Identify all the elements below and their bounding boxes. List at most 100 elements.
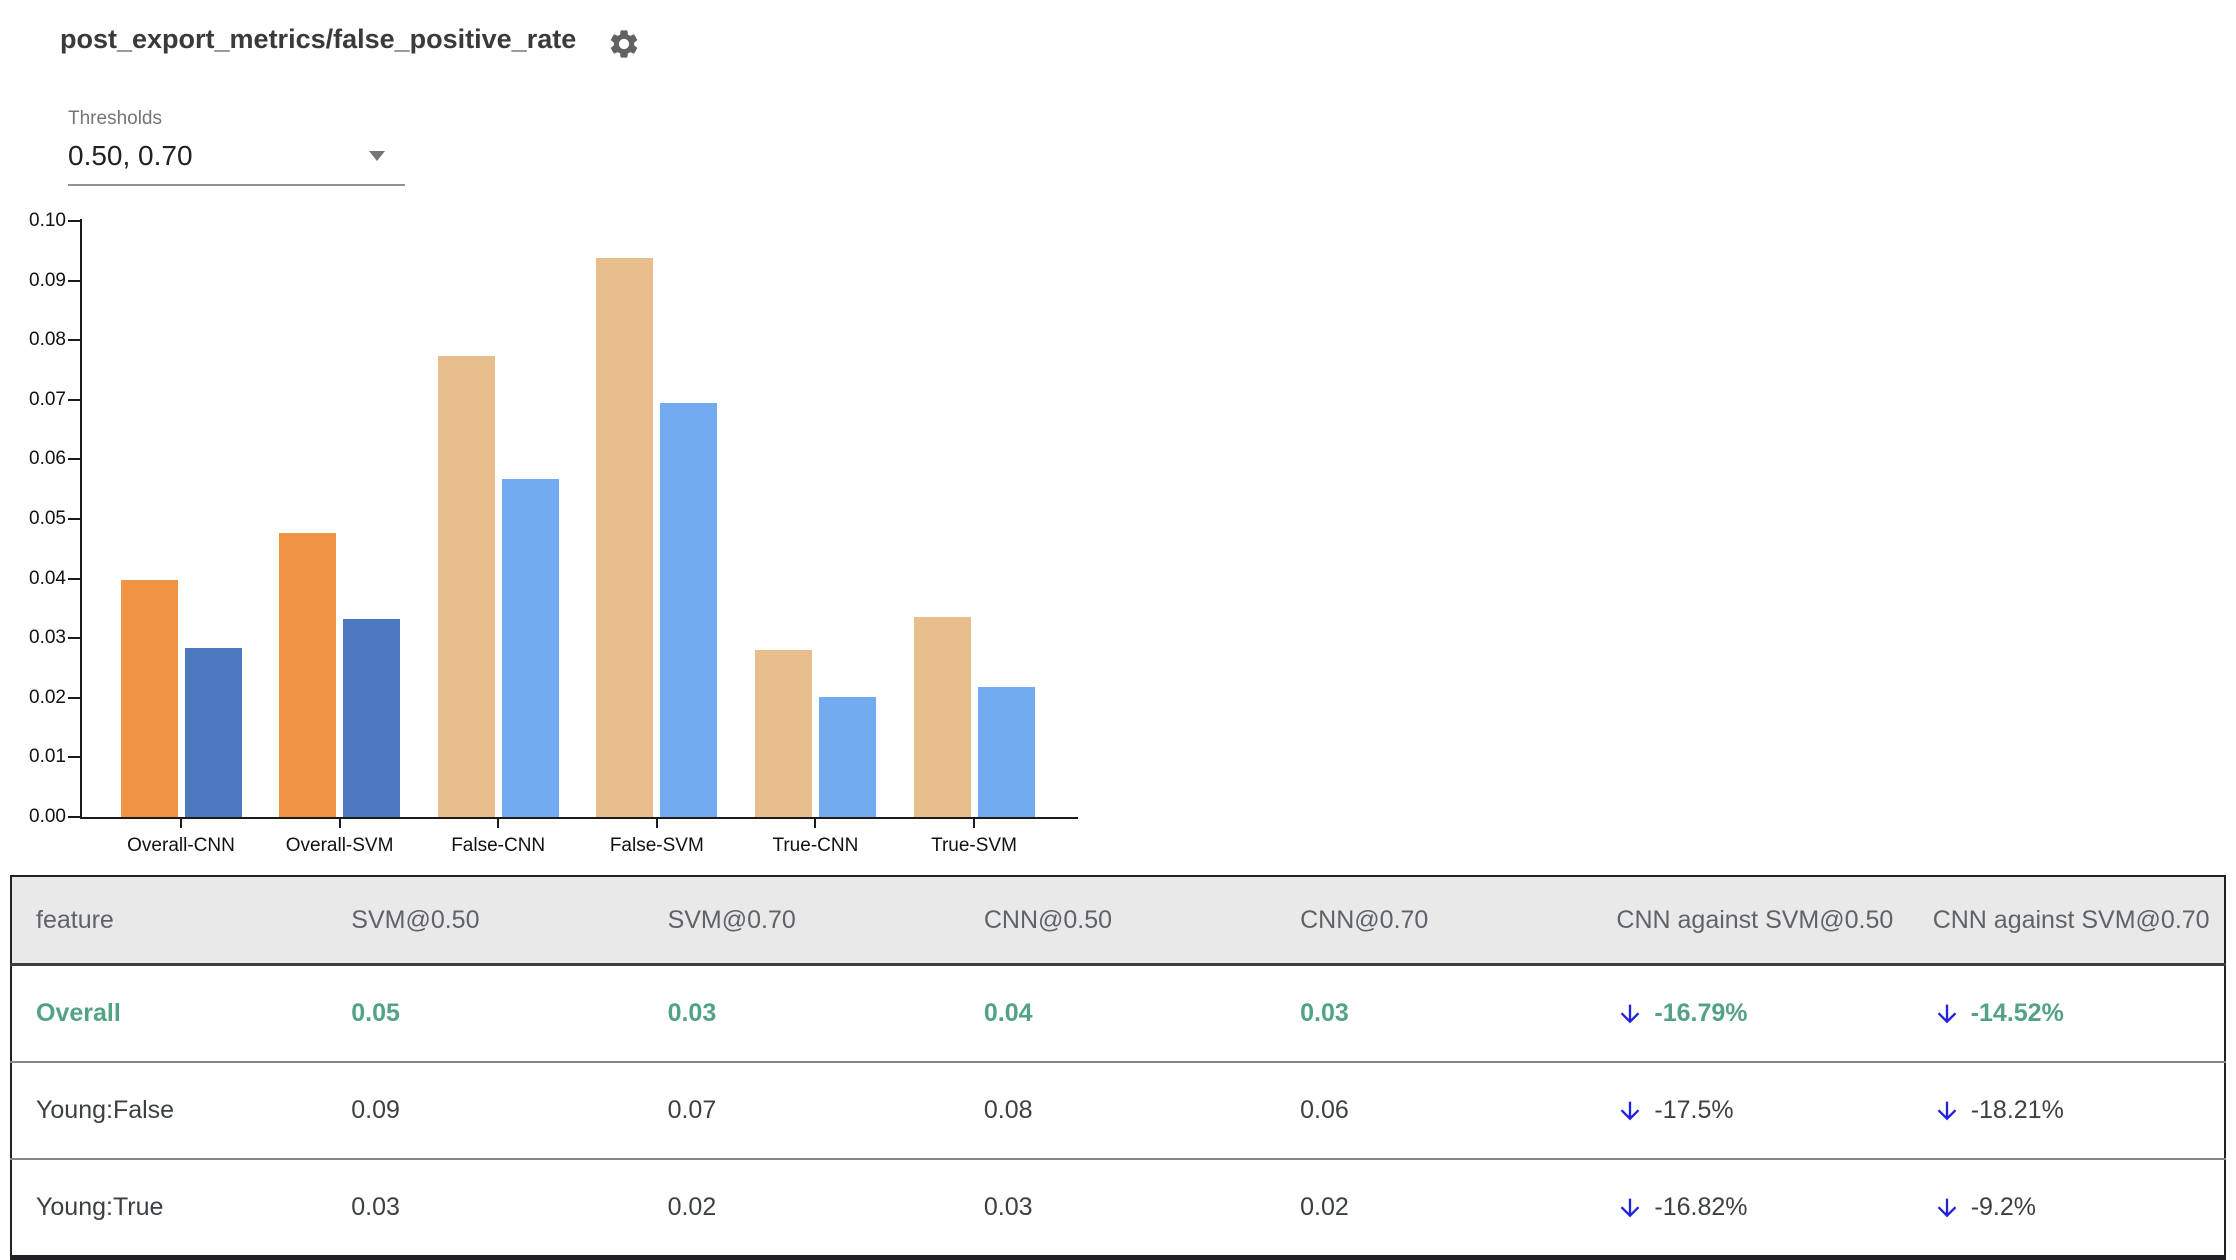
metric-value-cell: 0.03 (351, 1193, 400, 1221)
diff-percentage: -17.5% (1654, 1096, 1734, 1124)
table-row: Young:False 0.09 0.07 0.08 0.06 -17.5% -18.21% (11, 1062, 2225, 1159)
column-header: CNN@0.70 (1276, 876, 1593, 965)
table-row: Young:True 0.03 0.02 0.03 0.02 -16.82% -9.2% (11, 1159, 2225, 1258)
diff-cell: -18.21% (1909, 1062, 2225, 1159)
column-header: CNN against SVM@0.50 (1592, 876, 1909, 965)
metric-value-cell: 0.08 (983, 1096, 1033, 1124)
y-axis-tick (68, 339, 80, 342)
feature-cell: Overall (36, 999, 121, 1027)
y-axis-tick-label: 0.08 (29, 329, 66, 351)
bar-false-svm-threshold@0.50 (596, 257, 653, 817)
x-axis-category-label: False-CNN (451, 835, 546, 856)
false-positive-rate-bar-chart: 0.00 0.01 0.02 0.03 0.04 0.05 0.06 0.07 0.08 0.09… (0, 0, 1150, 870)
x-axis-tick (497, 819, 500, 828)
y-axis-tick-label: 0.07 (29, 388, 66, 410)
diff-indicator: -9.2% (1933, 1193, 2224, 1222)
metric-value-cell: 0.06 (1300, 1096, 1349, 1124)
diff-cell: -17.5% (1592, 1062, 1908, 1159)
column-header: CNN@0.50 (959, 876, 1277, 965)
x-axis-tick (180, 819, 182, 828)
table-row: Overall 0.05 0.03 0.04 0.03 -16.79% -14.52% (11, 964, 2225, 1063)
y-axis-tick (68, 518, 80, 520)
bar-false-svm-threshold@0.70 (660, 403, 717, 817)
diff-cell: -16.82% (1592, 1159, 1908, 1258)
bar-overall-svm-threshold@0.70 (343, 619, 400, 817)
y-axis-tick-label: 0.04 (29, 567, 66, 589)
bar-true-svm-threshold@0.70 (978, 687, 1035, 817)
column-header: feature (11, 876, 328, 965)
y-axis-tick (68, 279, 80, 282)
diff-indicator: -17.5% (1616, 1096, 1908, 1125)
y-axis-tick (68, 756, 80, 759)
diff-cell: -9.2% (1909, 1159, 2225, 1258)
y-axis-tick-label: 0.05 (29, 508, 66, 529)
bar-true-svm-threshold@0.50 (914, 616, 971, 817)
down-arrow-icon (1937, 1198, 1957, 1217)
y-axis-tick (68, 220, 80, 222)
metric-value-cell: 0.04 (983, 999, 1033, 1027)
diff-percentage: -16.79% (1654, 999, 1748, 1027)
y-axis-tick-label: 0.03 (29, 627, 66, 649)
metric-value-cell: 0.03 (983, 1193, 1033, 1221)
bar-true-cnn-threshold@0.70 (819, 697, 876, 817)
diff-cell: -16.79% (1592, 965, 1908, 1063)
settings-gear-icon[interactable] (607, 27, 641, 61)
x-axis-category-label: Overall-SVM (285, 835, 394, 856)
diff-indicator: -18.21% (1933, 1096, 2224, 1125)
metric-value-cell: 0.05 (351, 999, 400, 1027)
diff-percentage: -9.2% (1970, 1193, 2036, 1221)
x-axis-category-label: False-SVM (609, 835, 704, 856)
y-axis-tick (68, 637, 80, 640)
x-axis-tick (655, 819, 658, 828)
y-axis-tick (68, 577, 80, 580)
bar-false-cnn-threshold@0.50 (438, 356, 495, 817)
y-axis-tick-label: 0.06 (29, 448, 66, 470)
y-axis-tick-label: 0.10 (29, 210, 66, 231)
metric-value-cell: 0.03 (667, 999, 717, 1027)
diff-indicator: -14.52% (1933, 999, 2224, 1028)
feature-cell: Young:True (36, 1193, 164, 1221)
y-axis-line (80, 219, 82, 819)
x-axis-tick (973, 819, 975, 828)
metric-value-cell: 0.03 (1300, 999, 1349, 1027)
x-axis-line (80, 817, 1078, 819)
down-arrow-icon (1937, 1004, 1957, 1023)
diff-cell: -14.52% (1909, 965, 2225, 1063)
diff-indicator: -16.82% (1616, 1193, 1908, 1222)
x-axis-category-label: Overall-CNN (127, 835, 235, 856)
y-axis-tick (68, 696, 80, 699)
down-arrow-icon (1621, 1101, 1640, 1120)
diff-percentage: -16.82% (1654, 1193, 1748, 1221)
down-arrow-icon (1621, 1004, 1640, 1023)
down-arrow-icon (1937, 1101, 1957, 1120)
column-header: CNN against SVM@0.70 (1908, 876, 2225, 965)
y-axis-tick-label: 0.00 (29, 806, 66, 827)
x-axis-tick (338, 819, 341, 828)
down-arrow-icon (1621, 1198, 1640, 1217)
column-header: SVM@0.50 (327, 876, 644, 965)
diff-percentage: -18.21% (1970, 1096, 2064, 1124)
bar-overall-svm-threshold@0.50 (279, 532, 336, 817)
column-header: SVM@0.70 (643, 876, 960, 965)
y-axis-tick (68, 398, 80, 401)
dropdown-arrow-icon (369, 151, 385, 161)
metric-value-cell: 0.02 (1300, 1193, 1349, 1221)
thresholds-select[interactable]: Thresholds 0.50, 0.70 (68, 108, 405, 186)
y-axis-tick (68, 816, 80, 818)
page-title: post_export_metrics/false_positive_rate (60, 24, 577, 54)
x-axis-category-label: True-SVM (931, 835, 1017, 856)
metric-value-cell: 0.09 (351, 1096, 400, 1124)
y-axis-tick-label: 0.01 (29, 746, 66, 768)
bar-true-cnn-threshold@0.50 (755, 650, 812, 817)
metric-value-cell: 0.02 (667, 1193, 717, 1221)
metric-value-cell: 0.07 (667, 1096, 717, 1124)
diff-indicator: -16.79% (1616, 999, 1908, 1028)
x-axis-tick (814, 819, 817, 828)
bar-overall-cnn-threshold@0.50 (121, 579, 178, 817)
bar-overall-cnn-threshold@0.70 (185, 648, 242, 817)
y-axis-tick-label: 0.02 (29, 686, 66, 708)
y-axis-tick-label: 0.09 (29, 269, 66, 291)
thresholds-label: Thresholds (68, 108, 162, 129)
bar-false-cnn-threshold@0.70 (502, 479, 559, 817)
y-axis-tick (68, 458, 80, 461)
